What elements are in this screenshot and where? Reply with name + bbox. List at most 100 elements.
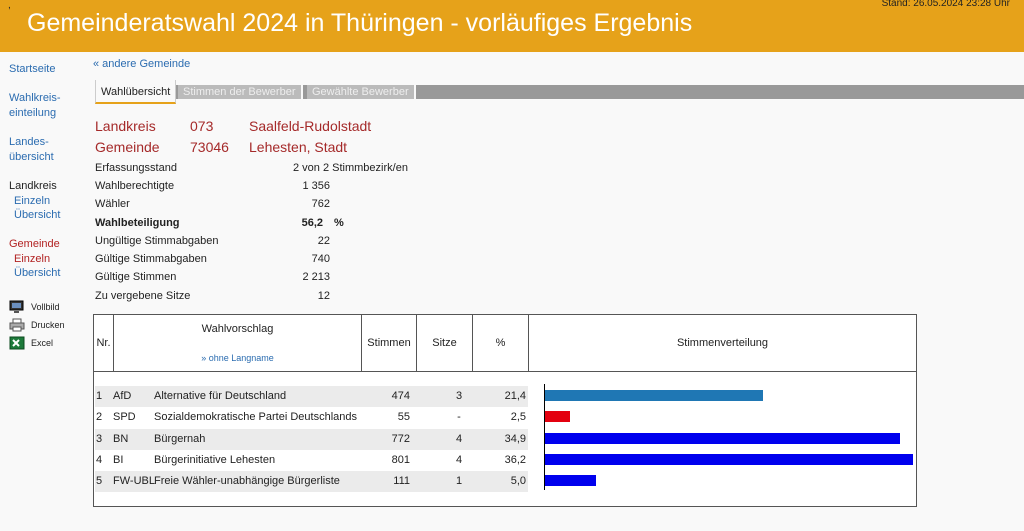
col-header-sitze: Sitze	[417, 315, 473, 371]
row-prozent: 2,5	[510, 411, 526, 424]
col-header-nr-label: Nr.	[96, 337, 111, 349]
gemeinde-label: Gemeinde	[95, 139, 160, 155]
row-stimmen: 772	[391, 432, 410, 445]
drucken-label: Drucken	[31, 320, 65, 330]
nav-landkreis-uebersicht[interactable]: Übersicht	[14, 209, 61, 221]
stat-label: Ungültige Stimmabgaben	[95, 235, 219, 247]
col-header-stimmen-label: Stimmen	[367, 337, 411, 349]
table-row: 1 AfD Alternative für Deutschland 474 3 21,4	[95, 386, 528, 407]
col-header-wahlvorschlag: Wahlvorschlag » ohne Langname	[114, 315, 362, 371]
stat-waehler: Wähler 762	[95, 198, 495, 216]
vote-share-bar	[545, 390, 763, 401]
stat-wahlbeteiligung: Wahlbeteiligung 56,2 %	[95, 217, 495, 235]
table-row: 5 FW-UBL Freie Wähler-unabhängige Bürgerli…	[95, 471, 528, 493]
gemeinde-number: 73046	[190, 139, 229, 155]
nav-landkreis-einzeln[interactable]: Einzeln	[14, 194, 51, 207]
andere-gemeinde-link[interactable]: « andere Gemeinde	[93, 58, 191, 70]
row-nr: 3	[96, 432, 103, 445]
header-mark: ,	[8, 0, 11, 11]
stat-value: 2 213	[302, 271, 330, 283]
row-stimmen: 55	[397, 411, 410, 424]
row-sitze: 3	[455, 390, 463, 402]
stat-value: 762	[311, 198, 330, 210]
excel-icon	[9, 336, 25, 350]
vote-share-bar	[545, 432, 900, 444]
nav-landes-line2[interactable]: übersicht	[9, 150, 54, 163]
row-stimmen: 111	[393, 475, 410, 488]
nav-wahlkreis-line2[interactable]: einteilung	[9, 106, 57, 119]
vote-share-bar	[545, 475, 596, 487]
nav-gemeinde-uebersicht[interactable]: Übersicht	[14, 267, 61, 279]
row-nr: 1	[96, 390, 103, 402]
vote-share-bar	[545, 411, 571, 423]
col-header-verteilung: Stimmenverteilung	[529, 315, 916, 371]
stat-ungueltige: Ungültige Stimmabgaben 22	[95, 235, 495, 253]
nav-wahlkreis-line1[interactable]: Wahlkreis-	[9, 92, 61, 104]
row-nr: 4	[96, 453, 103, 466]
table-row: 2 SPD Sozialdemokratische Partei Deutschla…	[95, 407, 528, 428]
row-kurzname: SPD	[113, 411, 136, 424]
page-header: , Gemeinderatswahl 2024 in Thüringen - v…	[0, 0, 1024, 52]
col-header-pct: %	[473, 315, 529, 371]
stat-wahlberechtigte: Wahlberechtigte 1 356	[95, 180, 495, 198]
col-header-stimmen: Stimmen	[362, 315, 417, 371]
nav-gemeinde-einzeln[interactable]: Einzeln	[14, 252, 51, 265]
row-langname: Sozialdemokratische Partei Deutschlands	[154, 411, 357, 424]
vollbild-label: Vollbild	[31, 302, 60, 312]
row-sitze: 4	[455, 432, 463, 445]
landkreis-label: Landkreis	[95, 118, 156, 134]
row-stimmen: 474	[391, 390, 410, 402]
vote-share-bar	[545, 453, 913, 465]
tab-stimmen-bewerber[interactable]: Stimmen der Bewerber	[178, 85, 303, 99]
row-sitze: 1	[455, 475, 463, 488]
ohne-langname-link[interactable]: » ohne Langname	[201, 353, 274, 363]
tab-bar: Wahlübersicht Stimmen der Bewerber Gewäh…	[95, 80, 1024, 104]
row-langname: Bürgernah	[154, 432, 206, 445]
nav-landes-line1[interactable]: Landes-	[9, 136, 49, 148]
timestamp: Stand: 26.05.2024 23:28 Uhr	[881, 0, 1010, 9]
col-header-pct-label: %	[495, 337, 506, 349]
row-kurzname: BI	[113, 453, 124, 466]
stat-label: Gültige Stimmabgaben	[95, 253, 207, 265]
stat-erfassungsstand: Erfassungsstand 2 von 2 Stimmbezirk/en	[95, 162, 495, 180]
header-divider	[94, 371, 916, 372]
row-stimmen: 801	[391, 453, 410, 466]
col-header-wahlvorschlag-label: Wahlvorschlag	[201, 323, 274, 335]
stat-label: Gültige Stimmen	[95, 271, 177, 283]
row-sitze: 4	[455, 453, 463, 466]
row-kurzname: FW-UBL	[113, 475, 155, 488]
col-header-sitze-label: Sitze	[432, 337, 457, 349]
row-nr: 5	[96, 475, 103, 488]
row-kurzname: BN	[113, 432, 129, 445]
stat-label: Erfassungsstand	[95, 162, 177, 174]
vollbild-button[interactable]: Vollbild	[9, 300, 60, 315]
stat-value: 56,2	[301, 217, 323, 229]
excel-button[interactable]: Excel	[9, 336, 53, 351]
stat-value: 1 356	[302, 180, 330, 192]
row-prozent: 5,0	[510, 475, 526, 488]
tab-gewaehlte-bewerber[interactable]: Gewählte Bewerber	[307, 85, 416, 99]
col-header-verteilung-label: Stimmenverteilung	[676, 337, 769, 349]
stat-value: 2 von 2 Stimmbezirk/en	[293, 162, 408, 174]
stat-label: Zu vergebene Sitze	[95, 290, 191, 302]
col-header-nr: Nr.	[94, 315, 114, 371]
stat-gueltige-abgaben: Gültige Stimmabgaben 740	[95, 253, 495, 271]
stat-label: Wahlberechtigte	[95, 180, 175, 192]
row-langname: Alternative für Deutschland	[154, 390, 287, 402]
drucken-button[interactable]: Drucken	[9, 318, 65, 333]
row-nr: 2	[96, 411, 103, 424]
landkreis-number: 073	[190, 118, 214, 134]
tab-wahluebersicht[interactable]: Wahlübersicht	[95, 80, 177, 104]
monitor-icon	[9, 300, 25, 314]
nav-startseite[interactable]: Startseite	[9, 63, 56, 75]
nav-landkreis-heading: Landkreis	[9, 180, 57, 192]
table-row: 4 BI Bürgerinitiative Lehesten 801 4 36,2	[95, 450, 528, 471]
row-prozent: 34,9	[504, 432, 526, 445]
stat-label: Wahlbeteiligung	[95, 217, 180, 229]
row-prozent: 21,4	[504, 390, 526, 402]
stat-sitze: Zu vergebene Sitze 12	[95, 290, 495, 308]
landkreis-name: Saalfeld-Rudolstadt	[249, 118, 372, 134]
stat-gueltige-stimmen: Gültige Stimmen 2 213	[95, 271, 495, 289]
printer-icon	[9, 318, 25, 332]
row-sitze: -	[457, 411, 461, 424]
